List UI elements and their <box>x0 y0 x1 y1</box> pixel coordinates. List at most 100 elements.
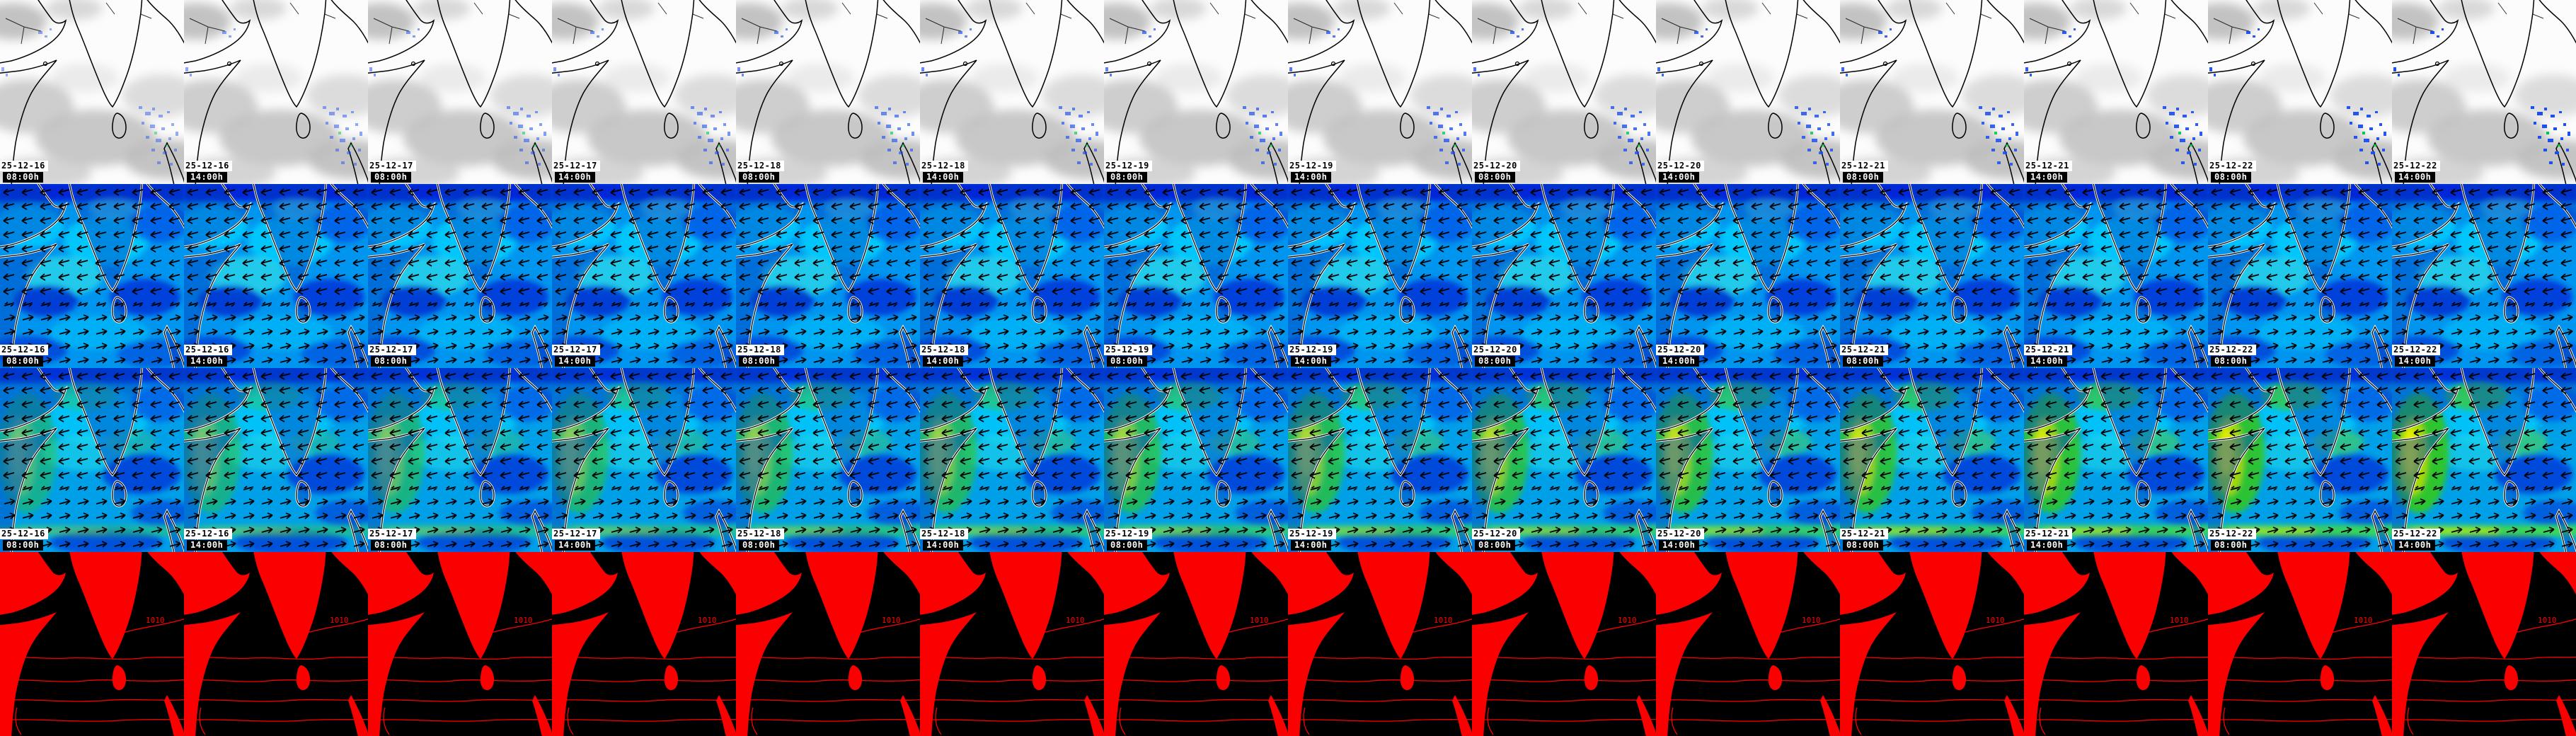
panel-time-badge: 14:00h <box>1659 356 1700 367</box>
map-art-use <box>736 0 920 184</box>
forecast-map-art <box>2208 184 2392 368</box>
panel-time-badge: 08:00h <box>1475 540 1516 551</box>
forecast-panel-pressure-isobars-c4[interactable] <box>552 552 736 736</box>
panel-date-badge: 25-12-21 <box>2024 345 2072 355</box>
forecast-panel-wind-field-lower-c13[interactable]: 25-12-22 08:00h <box>2208 368 2392 552</box>
forecast-panel-pressure-isobars-c2[interactable] <box>184 552 368 736</box>
forecast-panel-wind-field-lower-c6[interactable]: 25-12-18 14:00h <box>920 368 1104 552</box>
forecast-map-art <box>184 552 368 736</box>
forecast-map-art <box>736 368 920 552</box>
panel-date-badge: 25-12-18 <box>920 529 968 539</box>
forecast-panel-wind-field-upper-c14[interactable]: 25-12-22 14:00h <box>2392 184 2576 368</box>
forecast-panel-pressure-isobars-c3[interactable] <box>368 552 552 736</box>
forecast-panel-wind-field-upper-c4[interactable]: 25-12-17 14:00h <box>552 184 736 368</box>
forecast-panel-wind-field-upper-c6[interactable]: 25-12-18 14:00h <box>920 184 1104 368</box>
forecast-panel-satellite-precip-c10[interactable]: 25-12-20 14:00h <box>1656 0 1840 184</box>
map-art-use <box>1840 552 2024 736</box>
map-art-use <box>184 0 368 184</box>
map-art-use <box>2024 184 2208 368</box>
forecast-panel-wind-field-lower-c1[interactable]: 25-12-16 08:00h <box>0 368 184 552</box>
panel-time-badge: 08:00h <box>2211 172 2252 183</box>
forecast-panel-satellite-precip-c6[interactable]: 25-12-18 14:00h <box>920 0 1104 184</box>
forecast-map-art <box>2208 368 2392 552</box>
forecast-panel-pressure-isobars-c5[interactable] <box>736 552 920 736</box>
panel-date-badge: 25-12-17 <box>368 161 416 171</box>
map-art-use <box>1104 0 1288 184</box>
panel-time-badge: 14:00h <box>923 540 964 551</box>
map-art-use <box>0 552 184 736</box>
forecast-panel-satellite-precip-c12[interactable]: 25-12-21 14:00h <box>2024 0 2208 184</box>
map-art-use <box>1472 184 1656 368</box>
map-art-use <box>2392 368 2576 552</box>
forecast-panel-pressure-isobars-c14[interactable] <box>2392 552 2576 736</box>
panel-time-badge: 14:00h <box>2027 172 2068 183</box>
panel-date-badge: 25-12-19 <box>1104 529 1152 539</box>
forecast-panel-wind-field-upper-c3[interactable]: 25-12-17 08:00h <box>368 184 552 368</box>
map-art-use <box>184 184 368 368</box>
forecast-map-art <box>2392 184 2576 368</box>
map-art-use <box>920 368 1104 552</box>
panel-date-badge: 25-12-19 <box>1104 345 1152 355</box>
forecast-map-art <box>1840 368 2024 552</box>
forecast-panel-pressure-isobars-c11[interactable] <box>1840 552 2024 736</box>
forecast-panel-wind-field-upper-c7[interactable]: 25-12-19 08:00h <box>1104 184 1288 368</box>
forecast-panel-wind-field-upper-c11[interactable]: 25-12-21 08:00h <box>1840 184 2024 368</box>
forecast-panel-wind-field-upper-c12[interactable]: 25-12-21 14:00h <box>2024 184 2208 368</box>
forecast-panel-wind-field-upper-c10[interactable]: 25-12-20 14:00h <box>1656 184 1840 368</box>
forecast-panel-wind-field-lower-c5[interactable]: 25-12-18 08:00h <box>736 368 920 552</box>
forecast-panel-wind-field-upper-c5[interactable]: 25-12-18 08:00h <box>736 184 920 368</box>
panel-time-badge: 08:00h <box>3 172 44 183</box>
forecast-panel-wind-field-lower-c10[interactable]: 25-12-20 14:00h <box>1656 368 1840 552</box>
map-art-use <box>368 368 552 552</box>
forecast-panel-wind-field-lower-c11[interactable]: 25-12-21 08:00h <box>1840 368 2024 552</box>
forecast-panel-wind-field-lower-c7[interactable]: 25-12-19 08:00h <box>1104 368 1288 552</box>
forecast-panel-wind-field-upper-c1[interactable]: 25-12-16 08:00h <box>0 184 184 368</box>
forecast-panel-satellite-precip-c13[interactable]: 25-12-22 08:00h <box>2208 0 2392 184</box>
panel-time-badge: 08:00h <box>1107 356 1148 367</box>
map-art-use <box>0 0 184 184</box>
forecast-panel-wind-field-lower-c3[interactable]: 25-12-17 08:00h <box>368 368 552 552</box>
forecast-panel-wind-field-upper-c2[interactable]: 25-12-16 14:00h <box>184 184 368 368</box>
panel-date-badge: 25-12-21 <box>1840 345 1888 355</box>
forecast-panel-satellite-precip-c1[interactable]: 25-12-16 08:00h <box>0 0 184 184</box>
forecast-panel-pressure-isobars-c13[interactable] <box>2208 552 2392 736</box>
forecast-panel-satellite-precip-c4[interactable]: 25-12-17 14:00h <box>552 0 736 184</box>
forecast-panel-wind-field-lower-c4[interactable]: 25-12-17 14:00h <box>552 368 736 552</box>
forecast-panel-pressure-isobars-c6[interactable] <box>920 552 1104 736</box>
forecast-map-art <box>920 552 1104 736</box>
forecast-panel-wind-field-upper-c13[interactable]: 25-12-22 08:00h <box>2208 184 2392 368</box>
panel-date-badge: 25-12-18 <box>920 161 968 171</box>
map-art-use <box>368 0 552 184</box>
forecast-panel-satellite-precip-c7[interactable]: 25-12-19 08:00h <box>1104 0 1288 184</box>
forecast-panel-pressure-isobars-c9[interactable] <box>1472 552 1656 736</box>
map-art-use <box>920 552 1104 736</box>
forecast-panel-wind-field-upper-c8[interactable]: 25-12-19 14:00h <box>1288 184 1472 368</box>
forecast-panel-satellite-precip-c5[interactable]: 25-12-18 08:00h <box>736 0 920 184</box>
forecast-panel-pressure-isobars-c12[interactable] <box>2024 552 2208 736</box>
forecast-panel-wind-field-lower-c12[interactable]: 25-12-21 14:00h <box>2024 368 2208 552</box>
map-art-use <box>1840 368 2024 552</box>
forecast-map-art <box>1472 368 1656 552</box>
forecast-panel-satellite-precip-c8[interactable]: 25-12-19 14:00h <box>1288 0 1472 184</box>
forecast-panel-pressure-isobars-c8[interactable] <box>1288 552 1472 736</box>
forecast-panel-wind-field-lower-c8[interactable]: 25-12-19 14:00h <box>1288 368 1472 552</box>
panel-time-badge: 14:00h <box>1659 540 1700 551</box>
forecast-panel-pressure-isobars-c1[interactable] <box>0 552 184 736</box>
forecast-panel-wind-field-lower-c2[interactable]: 25-12-16 14:00h <box>184 368 368 552</box>
panel-time-badge: 14:00h <box>1291 356 1332 367</box>
forecast-panel-satellite-precip-c3[interactable]: 25-12-17 08:00h <box>368 0 552 184</box>
panel-date-badge: 25-12-22 <box>2208 529 2256 539</box>
forecast-map-art <box>736 552 920 736</box>
forecast-panel-satellite-precip-c11[interactable]: 25-12-21 08:00h <box>1840 0 2024 184</box>
forecast-panel-wind-field-lower-c9[interactable]: 25-12-20 08:00h <box>1472 368 1656 552</box>
forecast-panel-wind-field-lower-c14[interactable]: 25-12-22 14:00h <box>2392 368 2576 552</box>
panel-time-badge: 14:00h <box>555 172 596 183</box>
panel-time-badge: 08:00h <box>1843 356 1884 367</box>
forecast-panel-wind-field-upper-c9[interactable]: 25-12-20 08:00h <box>1472 184 1656 368</box>
forecast-panel-satellite-precip-c9[interactable]: 25-12-20 08:00h <box>1472 0 1656 184</box>
forecast-panel-satellite-precip-c2[interactable]: 25-12-16 14:00h <box>184 0 368 184</box>
forecast-panel-pressure-isobars-c10[interactable] <box>1656 552 1840 736</box>
forecast-panel-pressure-isobars-c7[interactable] <box>1104 552 1288 736</box>
map-art-use <box>2208 0 2392 184</box>
forecast-panel-satellite-precip-c14[interactable]: 25-12-22 14:00h <box>2392 0 2576 184</box>
